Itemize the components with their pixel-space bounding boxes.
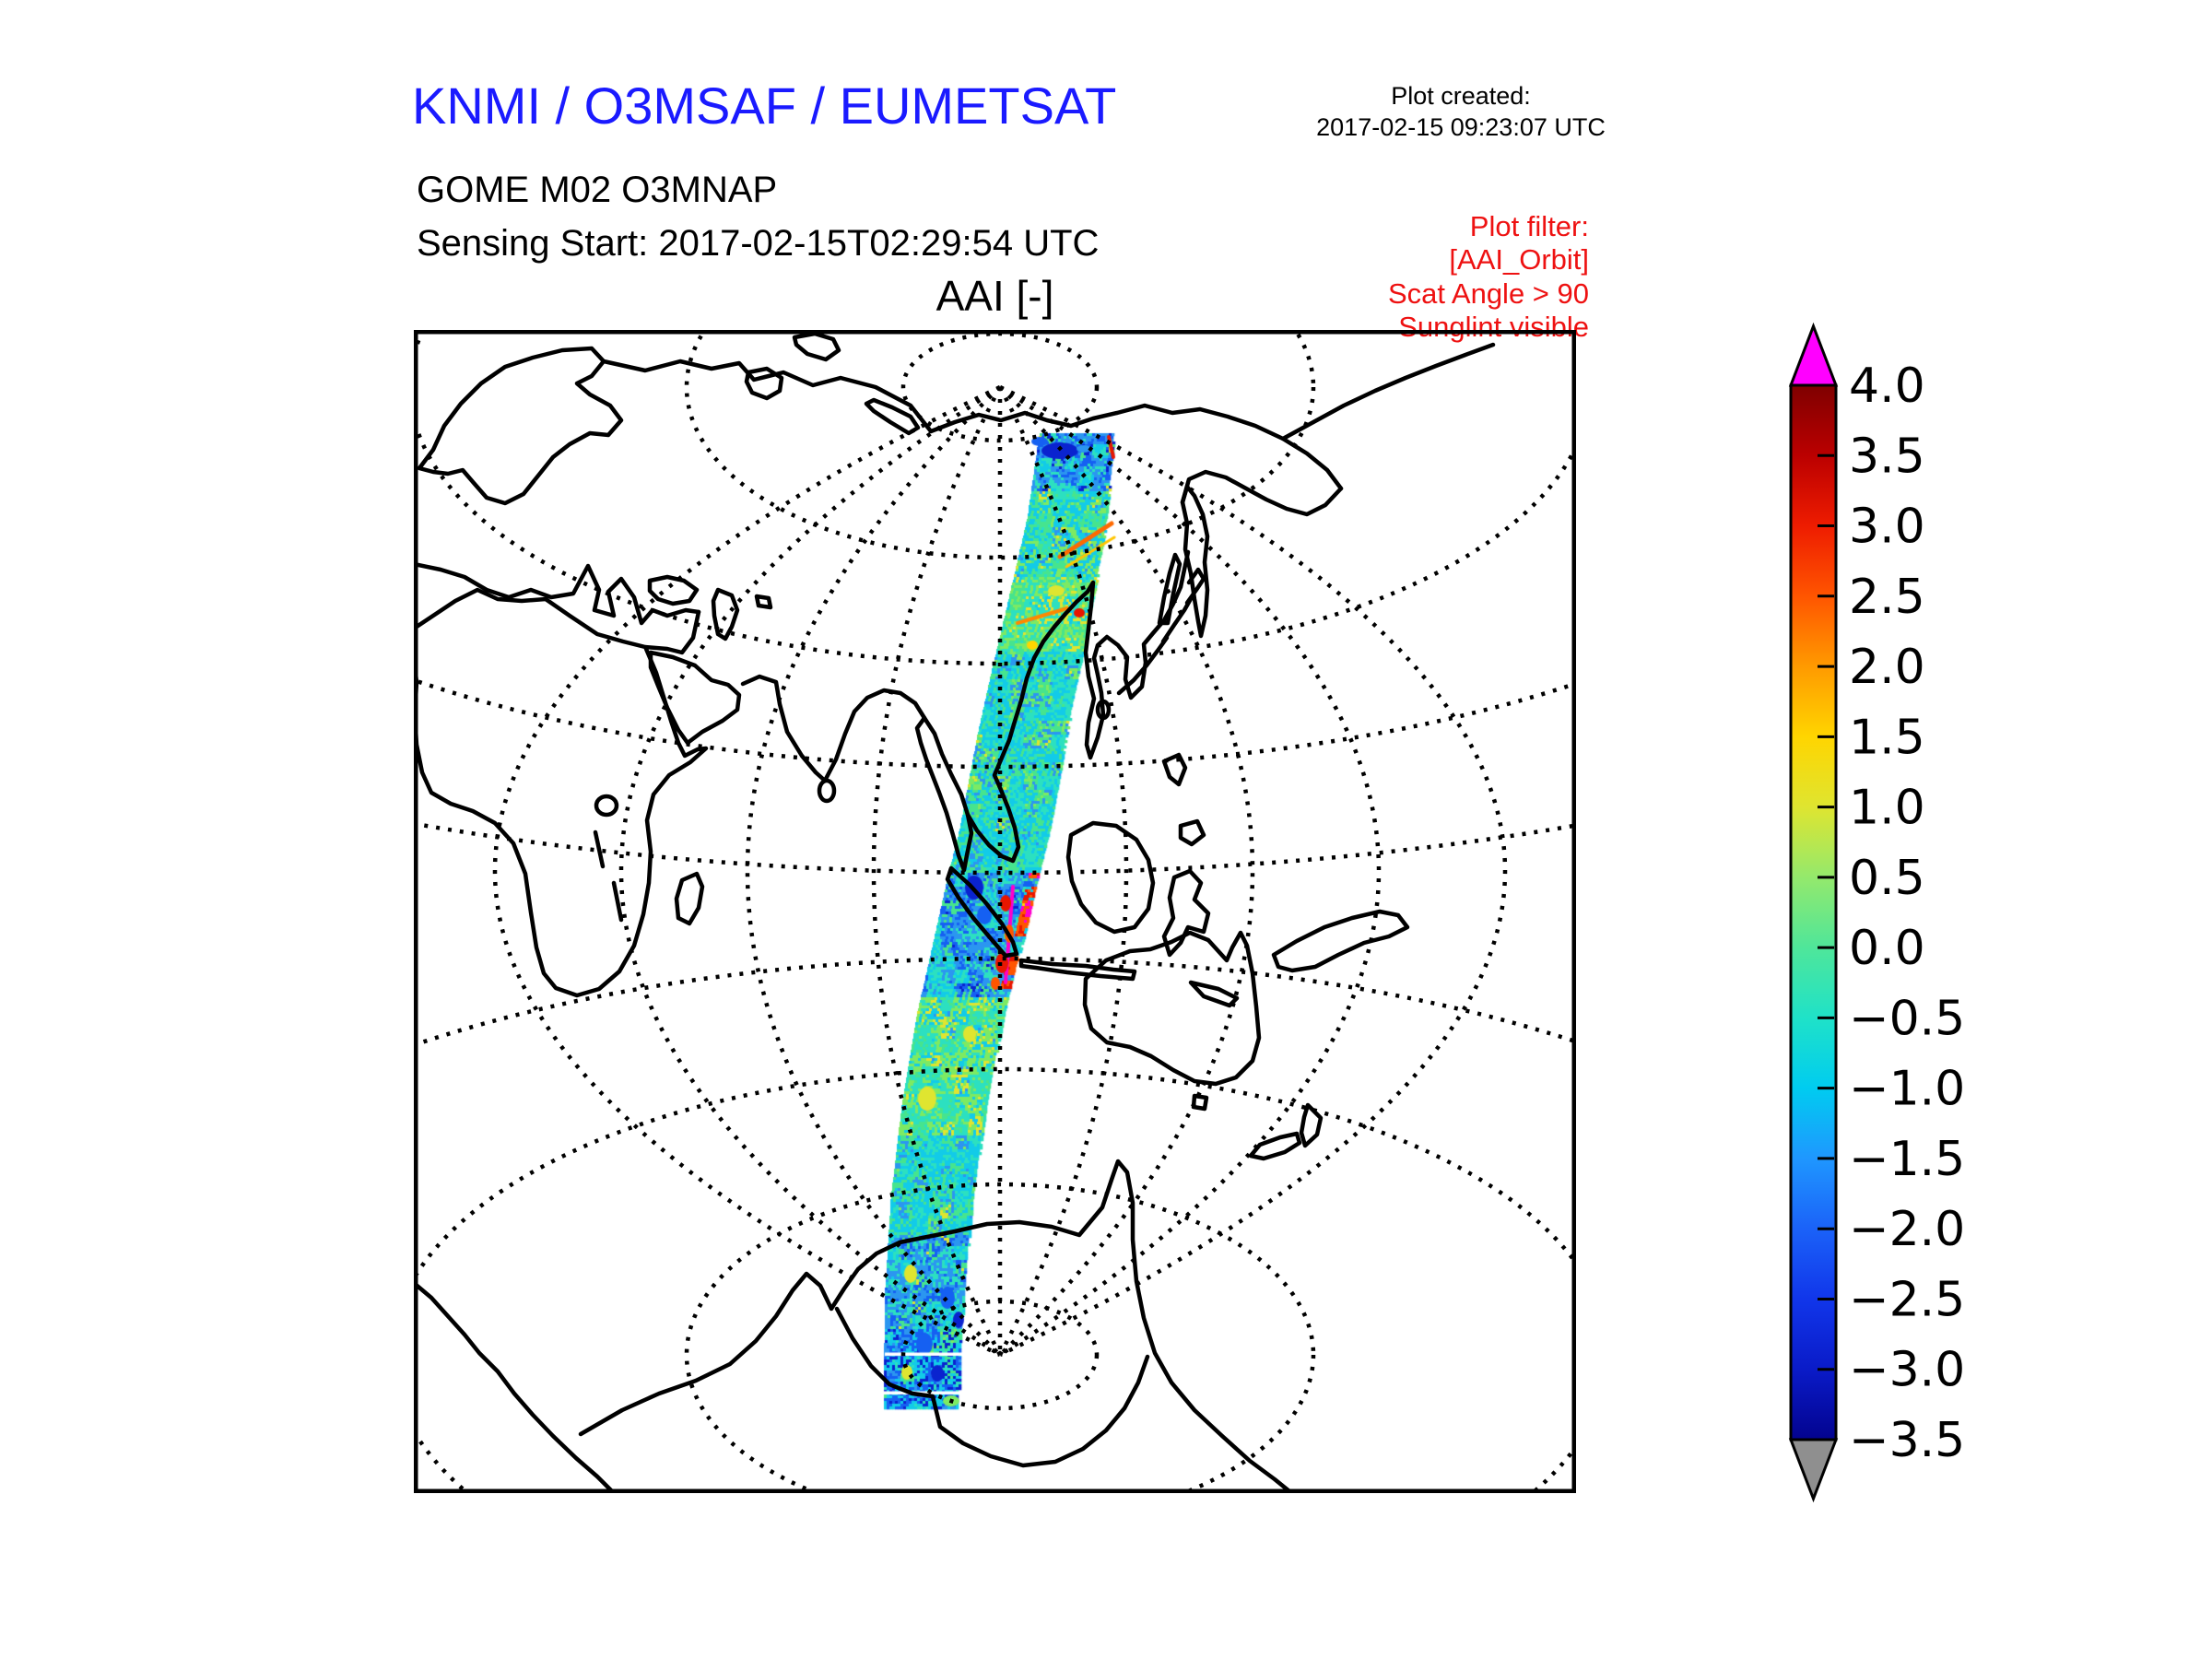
colorbar-gradient	[1789, 383, 1838, 1441]
coastlines	[414, 331, 1496, 1493]
colorbar-tick-label: −2.5	[1849, 1272, 1965, 1327]
colorbar-tick-label: −3.5	[1849, 1413, 1965, 1468]
colorbar-over-arrow	[1788, 322, 1839, 387]
colorbar-under-arrow	[1788, 1438, 1839, 1503]
colorbar-tick-label: 2.0	[1849, 640, 1925, 695]
product-line: GOME M02 O3MNAP	[417, 170, 778, 210]
colorbar-tick-label: 1.5	[1849, 710, 1925, 765]
colorbar-tick-label: −0.5	[1849, 991, 1965, 1046]
colorbar-tick-label: 4.0	[1849, 359, 1925, 414]
colorbar-tick-label: 1.0	[1849, 781, 1925, 836]
map-title: AAI [-]	[935, 272, 1054, 320]
colorbar-tick-label: −1.5	[1849, 1132, 1965, 1187]
colorbar: 4.0 3.5 3.0 2.5 2.0 1.5 1.0 0.5 0.0 −0.5 −1.0 −1.5 −…	[1788, 322, 1965, 1503]
plot-created-value: 2017-02-15 09:23:07 UTC	[1316, 112, 1606, 141]
colorbar-tick-label: −3.0	[1849, 1343, 1965, 1398]
colorbar-tick-label: −1.0	[1849, 1062, 1965, 1117]
map-panel	[414, 330, 1576, 1493]
colorbar-tick-label: 2.5	[1849, 570, 1925, 625]
world-map	[414, 330, 1576, 1493]
colorbar-tick-label: 3.5	[1849, 429, 1925, 484]
colorbar-tick-label: 0.5	[1849, 851, 1925, 906]
page-title: KNMI / O3MSAF / EUMETSAT	[412, 76, 1117, 135]
map-frame	[414, 330, 1576, 1493]
plot-filter-line: Plot filter:	[1469, 210, 1589, 242]
colorbar-tick-label: 3.0	[1849, 500, 1925, 555]
colorbar-tick-label: −2.0	[1849, 1202, 1965, 1257]
colorbar-ticks: 4.0 3.5 3.0 2.5 2.0 1.5 1.0 0.5 0.0 −0.5 −1.0 −1.5 −…	[1818, 359, 1965, 1468]
plot-created-label: Plot created:	[1391, 82, 1531, 110]
plot-filter-line: Scat Angle > 90	[1387, 276, 1589, 310]
plot-filter-line: [AAI_Orbit]	[1449, 243, 1589, 276]
colorbar-tick-label: 0.0	[1849, 921, 1925, 976]
plot-created-block: Plot created: 2017-02-15 09:23:07 UTC	[1277, 81, 1645, 144]
sensing-start-line: Sensing Start: 2017-02-15T02:29:54 UTC	[417, 223, 1100, 264]
